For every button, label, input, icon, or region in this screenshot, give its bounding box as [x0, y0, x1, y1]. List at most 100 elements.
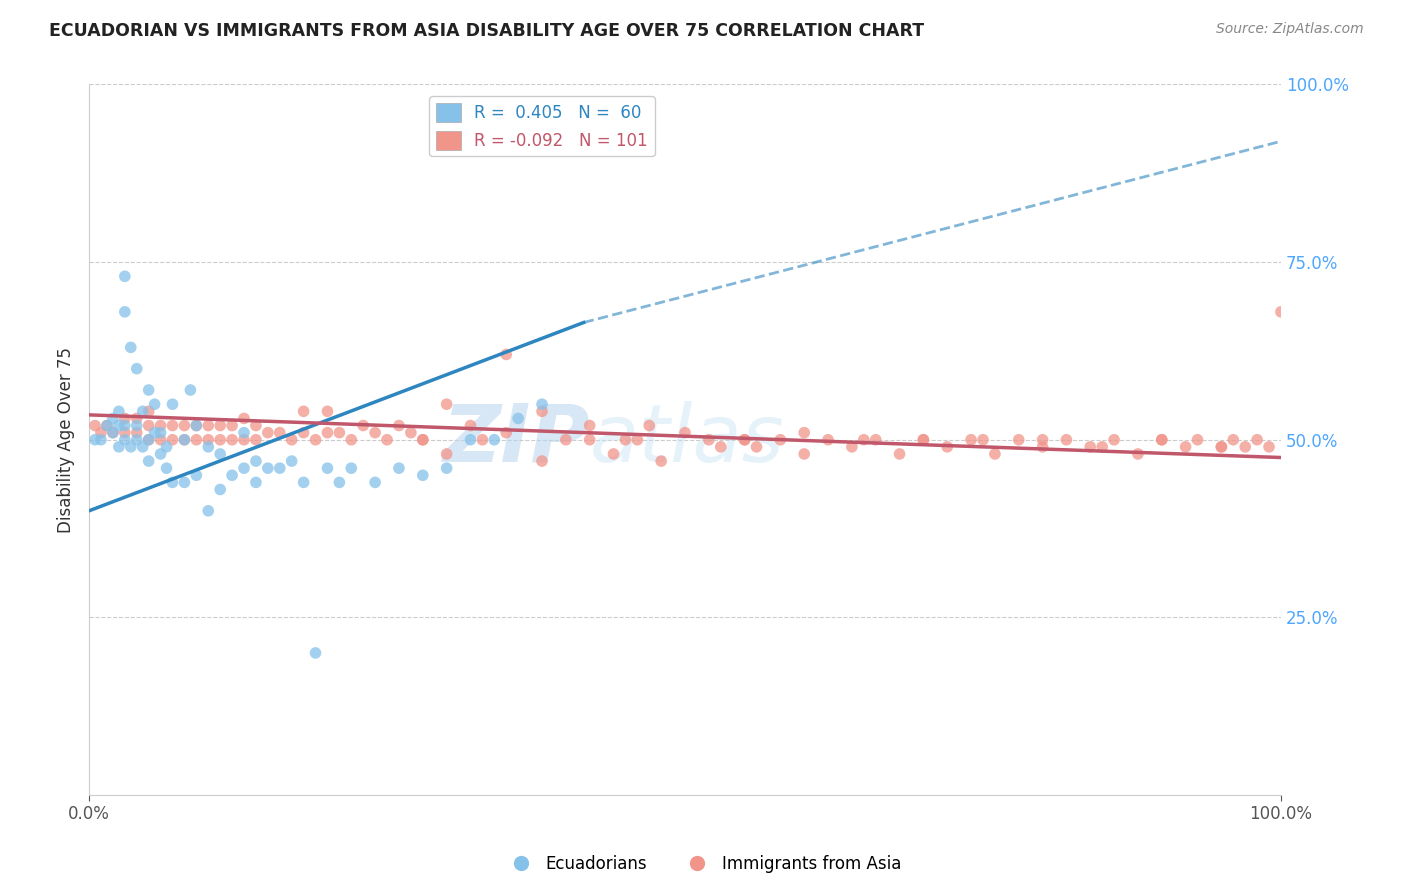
Point [114, 305, 136, 319]
Point [734, 433, 756, 447]
Point [101, 425, 124, 440]
Point [1032, 433, 1054, 447]
Point [209, 447, 232, 461]
Point [412, 468, 434, 483]
Point [96, 418, 118, 433]
Point [1211, 440, 1233, 454]
Point [138, 433, 160, 447]
Point [209, 483, 232, 497]
Point [1150, 433, 1173, 447]
Point [257, 461, 280, 475]
Point [614, 433, 637, 447]
Point [221, 433, 243, 447]
Point [352, 418, 374, 433]
Point [1078, 440, 1101, 454]
Point [292, 475, 315, 490]
Point [578, 433, 600, 447]
Point [120, 440, 142, 454]
Point [1102, 433, 1125, 447]
Point [375, 433, 398, 447]
Point [233, 425, 256, 440]
Point [280, 454, 302, 468]
Point [245, 475, 267, 490]
Point [460, 418, 482, 433]
Point [186, 418, 208, 433]
Point [292, 425, 315, 440]
Point [162, 433, 184, 447]
Point [530, 404, 553, 418]
Point [817, 433, 839, 447]
Point [114, 418, 136, 433]
Point [673, 425, 696, 440]
Point [114, 269, 136, 284]
Point [114, 411, 136, 425]
Point [1054, 433, 1077, 447]
Point [101, 425, 124, 440]
Point [388, 461, 411, 475]
Point [186, 418, 208, 433]
Point [984, 447, 1007, 461]
Point [1008, 433, 1031, 447]
Point [650, 454, 672, 468]
Point [460, 433, 482, 447]
Point [149, 433, 172, 447]
Point [1222, 433, 1244, 447]
Y-axis label: Disability Age Over 75: Disability Age Over 75 [58, 347, 75, 533]
Point [233, 433, 256, 447]
Point [292, 404, 315, 418]
Point [197, 433, 219, 447]
Point [143, 397, 166, 411]
Point [530, 397, 553, 411]
Point [84, 433, 107, 447]
Point [972, 433, 994, 447]
Point [852, 433, 875, 447]
Point [865, 433, 887, 447]
Point [280, 433, 302, 447]
Point [245, 454, 267, 468]
Point [149, 425, 172, 440]
Point [936, 440, 959, 454]
Point [484, 433, 506, 447]
Point [155, 461, 177, 475]
Point [125, 433, 148, 447]
Point [269, 425, 291, 440]
Point [149, 447, 172, 461]
Point [436, 461, 458, 475]
Point [340, 433, 363, 447]
Legend: R =  0.405   N =  60, R = -0.092   N = 101: R = 0.405 N = 60, R = -0.092 N = 101 [429, 96, 655, 156]
Point [96, 418, 118, 433]
Point [221, 468, 243, 483]
Point [626, 433, 648, 447]
Point [173, 418, 195, 433]
Point [149, 418, 172, 433]
Point [638, 418, 661, 433]
Point [101, 411, 124, 425]
Point [197, 418, 219, 433]
Point [793, 447, 815, 461]
Point [1150, 433, 1173, 447]
Point [602, 447, 624, 461]
Point [554, 433, 576, 447]
Point [114, 425, 136, 440]
Point [138, 433, 160, 447]
Point [209, 418, 232, 433]
Point [745, 440, 768, 454]
Point [304, 646, 326, 660]
Point [257, 425, 280, 440]
Point [143, 425, 166, 440]
Point [179, 383, 201, 397]
Point [697, 433, 720, 447]
Point [138, 454, 160, 468]
Point [197, 504, 219, 518]
Point [388, 418, 411, 433]
Point [1258, 440, 1281, 454]
Point [340, 461, 363, 475]
Point [1270, 305, 1292, 319]
Point [912, 433, 935, 447]
Point [125, 418, 148, 433]
Point [125, 411, 148, 425]
Point [245, 433, 267, 447]
Point [233, 411, 256, 425]
Point [245, 418, 267, 433]
Point [495, 347, 517, 361]
